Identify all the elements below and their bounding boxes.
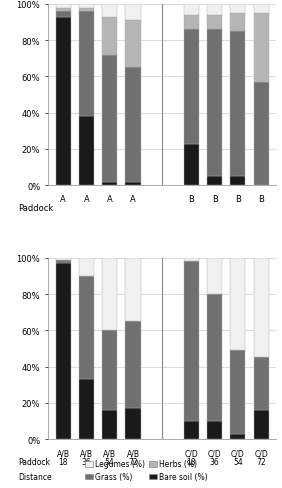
Bar [79, 258, 94, 276]
Bar [184, 258, 199, 262]
Bar [254, 258, 269, 358]
Bar [125, 21, 141, 68]
Legend: Legumes (%), Grass (%), Herbs (%), Bare soil (%): Legumes (%), Grass (%), Herbs (%), Bare … [82, 456, 211, 484]
Bar [184, 5, 199, 16]
Text: A: A [107, 195, 113, 204]
Text: 72: 72 [128, 457, 138, 466]
Bar [56, 18, 71, 186]
Text: A/B: A/B [80, 448, 93, 457]
Bar [79, 5, 94, 8]
Bar [125, 322, 141, 408]
Text: 72: 72 [256, 457, 266, 466]
Text: 54: 54 [105, 457, 114, 466]
Bar [125, 182, 141, 186]
Bar [230, 434, 245, 439]
Text: C/D: C/D [208, 448, 221, 457]
Text: 18: 18 [186, 457, 196, 466]
Bar [102, 410, 117, 439]
Bar [207, 5, 222, 16]
Text: A/B: A/B [57, 448, 70, 457]
Text: 36: 36 [81, 457, 91, 466]
Bar [230, 258, 245, 350]
Text: Paddock: Paddock [18, 457, 50, 466]
Bar [230, 5, 245, 14]
Bar [184, 16, 199, 30]
Text: 36: 36 [210, 457, 219, 466]
Bar [254, 358, 269, 410]
Bar [102, 331, 117, 410]
Text: B: B [212, 195, 217, 204]
Bar [230, 177, 245, 186]
Bar [79, 12, 94, 117]
Bar [102, 258, 117, 331]
Bar [207, 177, 222, 186]
Bar [79, 117, 94, 186]
Bar [56, 264, 71, 439]
Bar [207, 30, 222, 177]
Bar [56, 8, 71, 12]
Bar [79, 8, 94, 12]
Bar [207, 294, 222, 421]
Text: B: B [188, 195, 194, 204]
Text: A/B: A/B [127, 448, 140, 457]
Bar [102, 5, 117, 18]
Bar [125, 408, 141, 439]
Bar [56, 12, 71, 18]
Bar [207, 258, 222, 294]
Bar [102, 182, 117, 186]
Bar [102, 18, 117, 56]
Bar [125, 258, 141, 322]
Bar [56, 260, 71, 264]
Bar [184, 421, 199, 439]
Bar [125, 68, 141, 182]
Bar [79, 276, 94, 380]
Bar [230, 350, 245, 434]
Bar [254, 82, 269, 186]
Bar [56, 258, 71, 260]
Bar [230, 14, 245, 32]
Text: 18: 18 [58, 457, 68, 466]
Bar [102, 56, 117, 182]
Text: C/D: C/D [254, 448, 268, 457]
Text: Paddock: Paddock [18, 204, 54, 213]
Text: A: A [130, 195, 136, 204]
Text: A/B: A/B [103, 448, 116, 457]
Text: C/D: C/D [184, 448, 198, 457]
Bar [184, 30, 199, 144]
Text: A: A [83, 195, 89, 204]
Bar [184, 144, 199, 186]
Text: Distance: Distance [18, 472, 52, 481]
Text: C/D: C/D [231, 448, 245, 457]
Bar [207, 16, 222, 30]
Bar [254, 5, 269, 14]
Bar [254, 14, 269, 82]
Text: 54: 54 [233, 457, 243, 466]
Text: A: A [60, 195, 66, 204]
Text: B: B [235, 195, 241, 204]
Text: B: B [258, 195, 264, 204]
Bar [254, 410, 269, 439]
Bar [79, 380, 94, 439]
Bar [56, 5, 71, 8]
Bar [125, 5, 141, 21]
Bar [207, 421, 222, 439]
Bar [184, 262, 199, 421]
Bar [230, 32, 245, 177]
